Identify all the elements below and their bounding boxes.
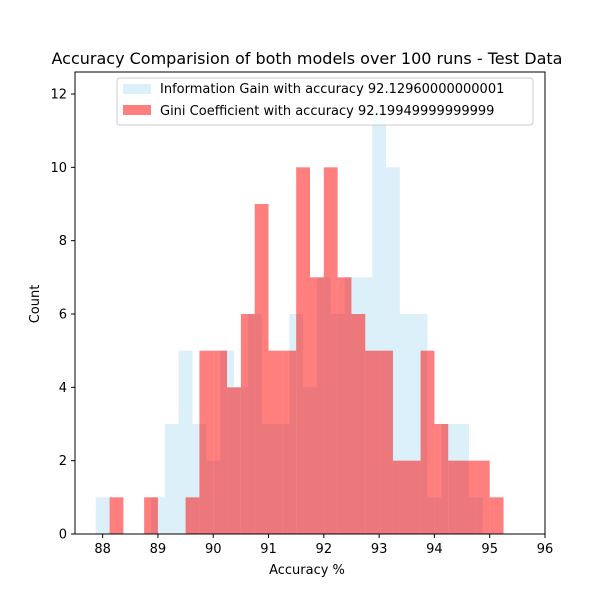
gini-coefficient-bar — [392, 460, 421, 534]
legend-label-information-gain: Information Gain with accuracy 92.129600… — [160, 82, 504, 97]
x-axis-label: Accuracy % — [269, 563, 345, 578]
x-tick-label: 93 — [371, 542, 388, 557]
gini-coefficient-bar — [351, 314, 366, 534]
gini-coefficient-bar — [199, 350, 214, 534]
gini-coefficient-bar — [296, 167, 310, 535]
gini-coefficient-bar — [489, 497, 504, 534]
legend-box — [116, 77, 534, 126]
x-tick-label: 89 — [150, 542, 167, 557]
gini-coefficient-bar — [213, 350, 228, 534]
gini-coefficient-bars — [109, 167, 504, 535]
x-tick-label: 88 — [94, 542, 111, 557]
gini-coefficient-bar — [109, 497, 124, 534]
y-tick-label: 12 — [50, 88, 67, 103]
gini-coefficient-bar — [240, 314, 255, 534]
x-axis-ticks: 88 89 90 91 92 93 94 95 96 — [94, 534, 553, 557]
gini-coefficient-bar — [475, 460, 490, 534]
gini-coefficient-bar — [254, 204, 269, 534]
gini-coefficient-bar — [310, 277, 324, 534]
gini-coefficient-bar — [323, 167, 338, 535]
x-tick-label: 91 — [260, 542, 277, 557]
x-tick-label: 95 — [481, 542, 498, 557]
y-tick-label: 4 — [59, 381, 67, 396]
y-axis-ticks: 0 2 4 6 8 10 12 — [50, 88, 75, 543]
gini-coefficient-bar — [448, 460, 463, 534]
x-tick-label: 96 — [537, 542, 554, 557]
gini-coefficient-bar — [144, 497, 158, 534]
gini-coefficient-bar — [420, 350, 435, 534]
legend-swatch-gini-coefficient — [123, 105, 151, 115]
y-tick-label: 10 — [50, 161, 67, 176]
information-gain-bar — [164, 424, 179, 534]
legend-label-gini-coefficient: Gini Coefficient with accuracy 92.199499… — [160, 104, 494, 119]
x-tick-label: 90 — [205, 542, 222, 557]
x-tick-label: 94 — [426, 542, 443, 557]
plot-frame — [74, 71, 546, 535]
gini-coefficient-bar — [434, 424, 449, 534]
gini-coefficient-bar — [365, 350, 380, 534]
legend-swatch-information-gain — [123, 84, 151, 94]
y-axis-label: Count — [28, 285, 43, 324]
gini-coefficient-bar — [337, 277, 352, 534]
information-gain-bar — [178, 350, 193, 534]
gini-coefficient-bar — [227, 387, 241, 534]
y-tick-label: 6 — [59, 308, 67, 323]
y-tick-label: 8 — [59, 234, 67, 249]
gini-coefficient-bar — [268, 350, 283, 534]
gini-coefficient-bar — [185, 497, 200, 534]
y-tick-label: 2 — [59, 454, 67, 469]
gini-coefficient-bar — [282, 350, 297, 534]
y-tick-label: 0 — [59, 528, 67, 543]
information-gain-bar — [95, 497, 110, 534]
legend: Information Gain with accuracy 92.129600… — [116, 77, 534, 126]
chart-title: Accuracy Comparision of both models over… — [52, 49, 563, 68]
x-tick-label: 92 — [316, 542, 333, 557]
gini-coefficient-bar — [379, 350, 393, 534]
gini-coefficient-bar — [462, 460, 476, 534]
